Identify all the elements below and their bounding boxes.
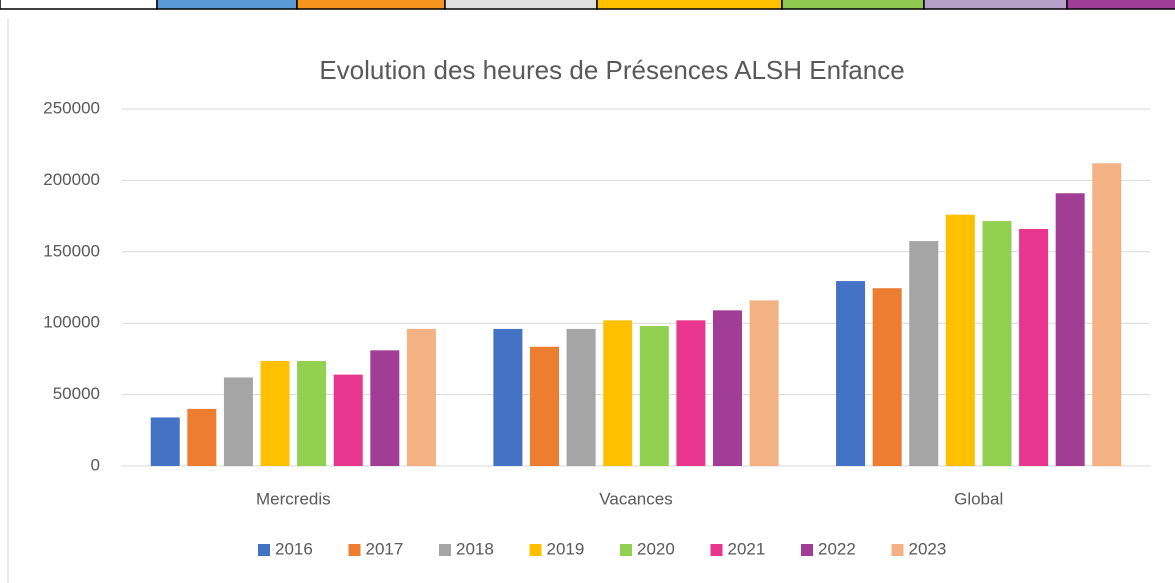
bar (945, 214, 975, 466)
bar (909, 241, 939, 466)
bar (297, 361, 327, 466)
bar (406, 328, 436, 466)
cell (444, 0, 598, 10)
legend-swatch (801, 544, 813, 556)
legend-label: 2017 (366, 539, 404, 558)
bar (639, 326, 669, 466)
bar (370, 350, 400, 466)
bar (150, 417, 180, 466)
y-tick-label: 50000 (53, 384, 100, 403)
cell (923, 0, 1068, 10)
legend-label: 2021 (728, 539, 766, 558)
cell (156, 0, 298, 10)
bar (749, 300, 779, 466)
y-tick-label: 250000 (43, 98, 100, 117)
x-tick-label: Global (954, 489, 1003, 508)
legend-swatch (258, 544, 270, 556)
cell (296, 0, 446, 10)
legend-swatch (529, 544, 542, 556)
bar (493, 328, 523, 466)
legend-label: 2022 (818, 539, 856, 558)
cell (781, 0, 925, 10)
bar (333, 374, 363, 466)
header-strip (0, 0, 1175, 10)
legend-swatch (348, 544, 361, 556)
legend-label: 2018 (456, 539, 494, 558)
cell (0, 0, 158, 10)
bar (1092, 163, 1122, 466)
bar (1055, 193, 1085, 466)
cell (596, 0, 783, 10)
bar (260, 361, 290, 466)
bar (603, 320, 633, 466)
y-tick-label: 100000 (43, 313, 100, 332)
legend-label: 2019 (547, 539, 585, 558)
legend-swatch (891, 544, 904, 556)
y-tick-label: 200000 (43, 170, 100, 189)
bar (530, 346, 559, 466)
chart-title: Evolution des heures de Présences ALSH E… (319, 55, 904, 85)
bar (872, 288, 902, 466)
legend-label: 2016 (275, 539, 313, 558)
bar (713, 310, 742, 466)
y-tick-label: 0 (91, 455, 100, 474)
legend-label: 2023 (909, 539, 947, 558)
bar (187, 408, 217, 466)
legend-swatch (710, 544, 723, 556)
bar (1019, 228, 1049, 466)
x-tick-label: Mercredis (256, 489, 331, 508)
legend-label: 2020 (637, 539, 675, 558)
bar (836, 281, 866, 466)
bar (982, 221, 1012, 466)
legend-swatch (620, 544, 632, 556)
bar (676, 320, 706, 466)
legend-swatch (439, 544, 451, 556)
bar (566, 328, 596, 466)
bar (223, 377, 253, 466)
cell (1066, 0, 1175, 10)
x-tick-label: Vacances (599, 489, 672, 508)
y-tick-label: 150000 (43, 241, 100, 260)
